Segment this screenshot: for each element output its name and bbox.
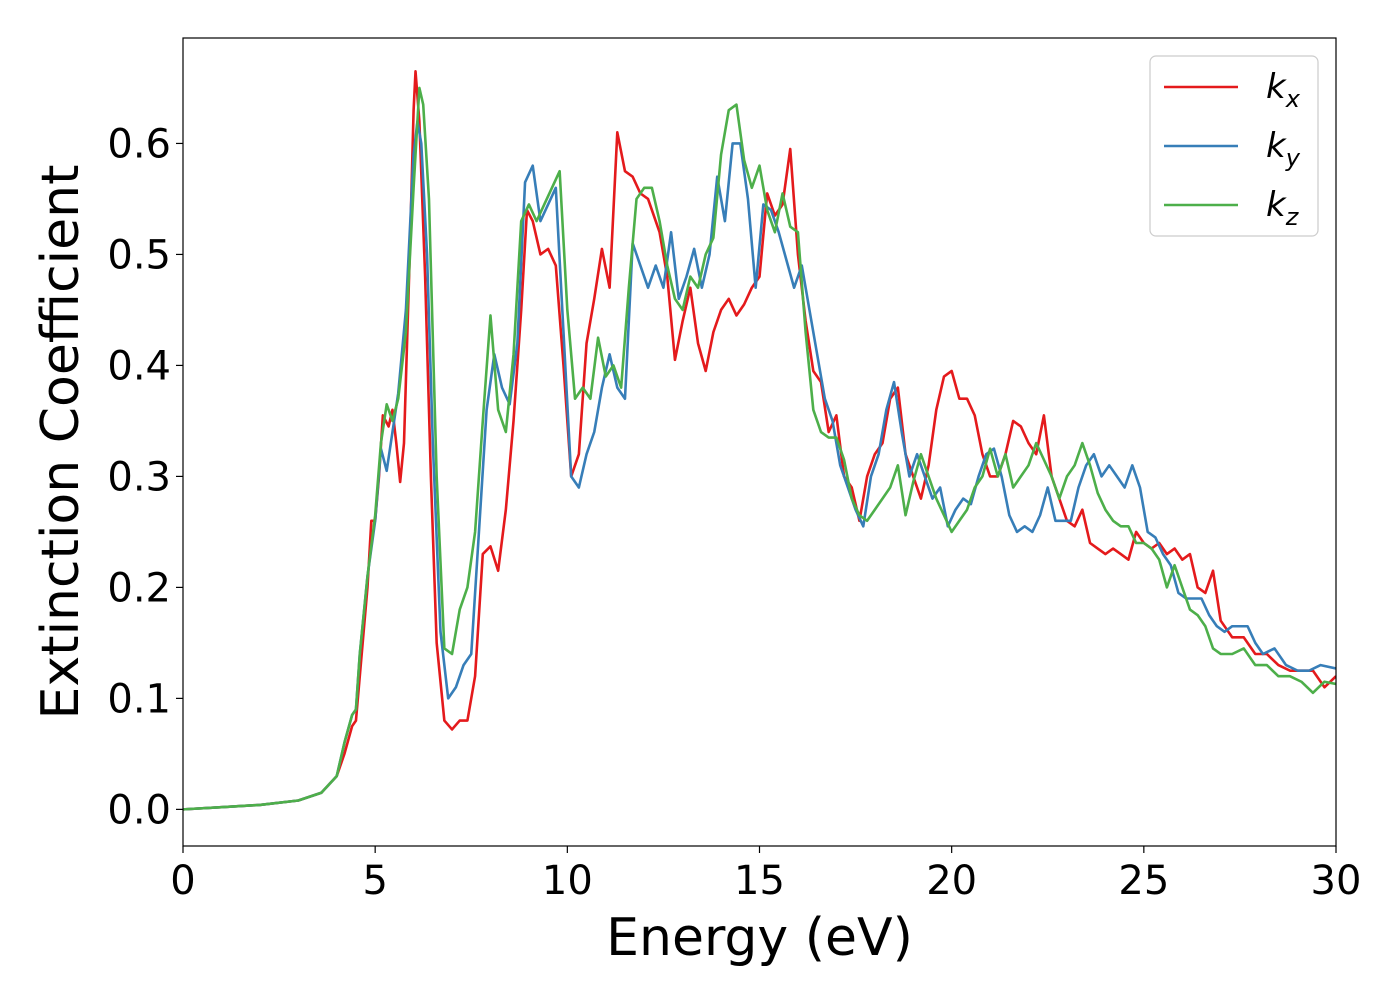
legend: kx ky kz xyxy=(1149,55,1319,237)
y-axis: 0.0 0.1 0.2 0.3 0.4 0.5 0.6 xyxy=(107,121,183,833)
series-line-kz xyxy=(183,86,1336,811)
y-tick-label: 0.2 xyxy=(107,565,171,611)
x-tick-label: 5 xyxy=(362,858,387,904)
y-tick-label: 0.4 xyxy=(107,343,171,389)
y-axis-title: Extinction Coefficient xyxy=(31,165,91,720)
x-axis-title: Energy (eV) xyxy=(606,908,913,968)
y-tick-label: 0.0 xyxy=(107,787,171,833)
x-tick-label: 0 xyxy=(170,858,195,904)
series-line-kx xyxy=(183,70,1336,811)
y-tick-label: 0.6 xyxy=(107,121,171,167)
series-line-ky xyxy=(183,119,1336,811)
legend-label-kx: kx xyxy=(1266,67,1301,113)
y-tick-label: 0.1 xyxy=(107,676,171,722)
legend-label-kz: kz xyxy=(1266,185,1300,231)
legend-label-ky: ky xyxy=(1266,126,1301,172)
x-tick-label: 15 xyxy=(734,858,785,904)
x-tick-label: 30 xyxy=(1311,858,1362,904)
x-tick-label: 20 xyxy=(926,858,977,904)
x-tick-label: 10 xyxy=(542,858,593,904)
y-tick-label: 0.5 xyxy=(107,232,171,278)
series-layer xyxy=(183,70,1336,811)
y-tick-label: 0.3 xyxy=(107,454,171,500)
x-tick-label: 25 xyxy=(1118,858,1169,904)
x-axis: 0 5 10 15 20 25 30 xyxy=(170,846,1361,904)
